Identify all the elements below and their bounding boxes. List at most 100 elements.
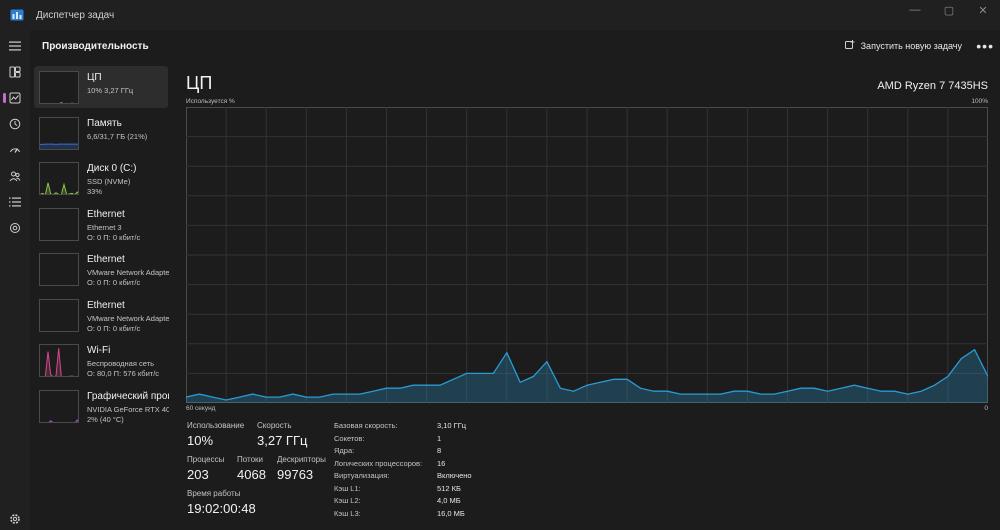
sidebar-item-detail: NVIDIA GeForce RTX 4050 xyxy=(87,404,169,414)
sidebar-item-detail: VMware Network Adapter xyxy=(87,268,169,277)
nav-performance[interactable] xyxy=(0,87,30,109)
spec-value: 8 xyxy=(437,446,442,455)
sidebar-item-detail: Беспроводная сеть xyxy=(87,359,155,368)
sidebar-item-1[interactable]: ЦП 10% 3,27 ГГц xyxy=(34,66,168,108)
sidebar-item-name: Ethernet xyxy=(87,208,125,220)
sidebar-item-thumbnail xyxy=(39,389,79,423)
uptime-label: Время работы xyxy=(187,489,241,498)
threads-value: 4068 xyxy=(237,467,266,482)
nav-app-history[interactable] xyxy=(0,113,30,135)
sidebar-item-name: ЦП xyxy=(87,72,102,83)
cpu-model: AMD Ryzen 7 7435HS xyxy=(877,80,988,92)
cpu-usage-area xyxy=(186,349,988,403)
hamburger-icon xyxy=(9,41,21,51)
graph-x-left-label: 60 секунд xyxy=(186,405,216,412)
nav-rail xyxy=(0,30,30,530)
hamburger-menu-button[interactable] xyxy=(0,35,30,57)
spec-key: Кэш L2: xyxy=(334,496,361,505)
run-new-task-label: Запустить новую задачу xyxy=(860,41,962,51)
graph-y-max-label: 100% xyxy=(971,98,988,105)
sidebar-item-name: Ethernet xyxy=(87,299,125,311)
task-manager-app-icon xyxy=(10,9,24,21)
speed-label: Скорость xyxy=(257,421,292,430)
sidebar-item-5[interactable]: Ethernet VMware Network Adapter О: 0 П: 0 … xyxy=(34,248,169,290)
spec-key: Виртуализация: xyxy=(334,471,390,480)
uptime-value: 19:02:00:48 xyxy=(187,501,256,516)
sidebar-item-6[interactable]: Ethernet VMware Network Adapter О: 0 П: 0 … xyxy=(34,294,169,336)
performance-icon xyxy=(9,92,21,104)
nav-details[interactable] xyxy=(0,191,30,213)
sidebar-item-detail: 10% 3,27 ГГц xyxy=(87,86,134,95)
spec-value: 1 xyxy=(437,433,442,443)
sidebar-item-name: Графический процессор xyxy=(87,390,169,402)
sidebar-item-thumbnail xyxy=(39,71,79,104)
minimize-button[interactable]: — xyxy=(909,4,921,16)
nav-users[interactable] xyxy=(0,165,30,187)
more-options-button[interactable]: ••• xyxy=(976,38,994,54)
sidebar-item-detail: 6,6/31,7 ГБ (21%) xyxy=(87,131,148,141)
app-history-icon xyxy=(9,118,21,130)
sidebar-item-detail-2: 33% xyxy=(87,187,103,196)
sidebar-item-detail: SSD (NVMe) xyxy=(87,177,131,186)
sidebar-item-detail-2: О: 0 П: 0 кбит/с xyxy=(87,232,141,242)
details-icon xyxy=(9,197,21,207)
cpu-details-panel: ЦП AMD Ryzen 7 7435HS Используется % 100… xyxy=(176,66,1000,530)
resource-list: ЦП 10% 3,27 ГГц Память 6,6/31,7 ГБ (21%) Дис… xyxy=(34,66,170,530)
main-title: ЦП xyxy=(186,73,213,93)
spec-value: 16 xyxy=(437,458,446,468)
sidebar-item-thumbnail xyxy=(39,162,79,195)
spec-key: Логических процессоров: xyxy=(334,458,423,468)
spec-key: Ядра: xyxy=(334,446,355,455)
graph-x-right-label: 0 xyxy=(984,405,988,412)
close-button[interactable]: ✕ xyxy=(978,4,988,17)
sidebar-item-detail-2: О: 0 П: 0 кбит/с xyxy=(87,323,141,333)
spec-value: 16,0 МБ xyxy=(437,508,465,518)
handles-label: Дескрипторы xyxy=(277,455,326,464)
nav-settings[interactable] xyxy=(0,508,30,530)
processes-value: 203 xyxy=(187,467,209,482)
spec-key: Кэш L3: xyxy=(334,508,361,518)
sidebar-item-detail: Ethernet 3 xyxy=(87,222,122,232)
window-controls: — ▢ ✕ xyxy=(898,0,1000,30)
sidebar-item-name: Wi-Fi xyxy=(87,345,111,356)
nav-processes[interactable] xyxy=(0,61,30,83)
sidebar-item-detail-2: О: 80,0 П: 576 кбит/с xyxy=(87,369,160,378)
nav-startup-apps[interactable] xyxy=(0,139,30,161)
sidebar-item-4[interactable]: Ethernet Ethernet 3 О: 0 П: 0 кбит/с xyxy=(34,203,168,245)
cpu-usage-graph xyxy=(186,107,988,403)
usage-label: Использование xyxy=(187,421,245,430)
spec-value: 512 КБ xyxy=(437,483,461,493)
spec-value: 4,0 МБ xyxy=(437,496,461,505)
maximize-button[interactable]: ▢ xyxy=(943,4,955,17)
page-title: Производительность xyxy=(42,41,149,52)
settings-icon xyxy=(10,514,20,524)
sidebar-item-name: Память xyxy=(87,117,122,129)
spec-key: Сокетов: xyxy=(334,433,365,443)
processes-label: Процессы xyxy=(187,455,225,464)
threads-label: Потоки xyxy=(237,455,264,464)
startup-apps-icon xyxy=(10,148,20,153)
run-task-icon xyxy=(844,40,855,52)
spec-key: Базовая скорость: xyxy=(334,421,398,430)
sidebar-item-2[interactable]: Память 6,6/31,7 ГБ (21%) xyxy=(34,112,168,154)
sidebar-item-detail-2: О: 0 П: 0 кбит/с xyxy=(87,278,141,287)
window-title: Диспетчер задач xyxy=(36,9,115,21)
title-bar: Диспетчер задач — ▢ ✕ xyxy=(0,0,1000,30)
sidebar-item-thumbnail xyxy=(39,344,79,377)
nav-services[interactable] xyxy=(0,217,30,239)
sidebar-item-3[interactable]: Диск 0 (C:) SSD (NVMe) 33% xyxy=(34,157,168,199)
usage-value: 10% xyxy=(187,433,214,448)
sidebar-item-detail-2: 2% (40 °C) xyxy=(87,414,124,424)
spec-value: Включено xyxy=(437,471,472,480)
speed-value: 3,27 ГГц xyxy=(257,433,308,448)
graph-y-label: Используется % xyxy=(186,98,235,105)
sidebar-item-thumbnail xyxy=(39,253,79,286)
sidebar-item-8[interactable]: Графический процессор NVIDIA GeForce RTX … xyxy=(34,385,169,427)
run-new-task-button[interactable]: Запустить новую задачу xyxy=(844,39,962,53)
processes-icon xyxy=(9,66,21,78)
sidebar-item-name: Диск 0 (C:) xyxy=(87,163,137,174)
sidebar-item-7[interactable]: Wi-Fi Беспроводная сеть О: 80,0 П: 576 кби… xyxy=(34,339,168,381)
page-header: Производительность Запустить новую задач… xyxy=(30,30,1000,64)
handles-value: 99763 xyxy=(277,467,314,482)
sidebar-item-thumbnail xyxy=(39,207,79,241)
